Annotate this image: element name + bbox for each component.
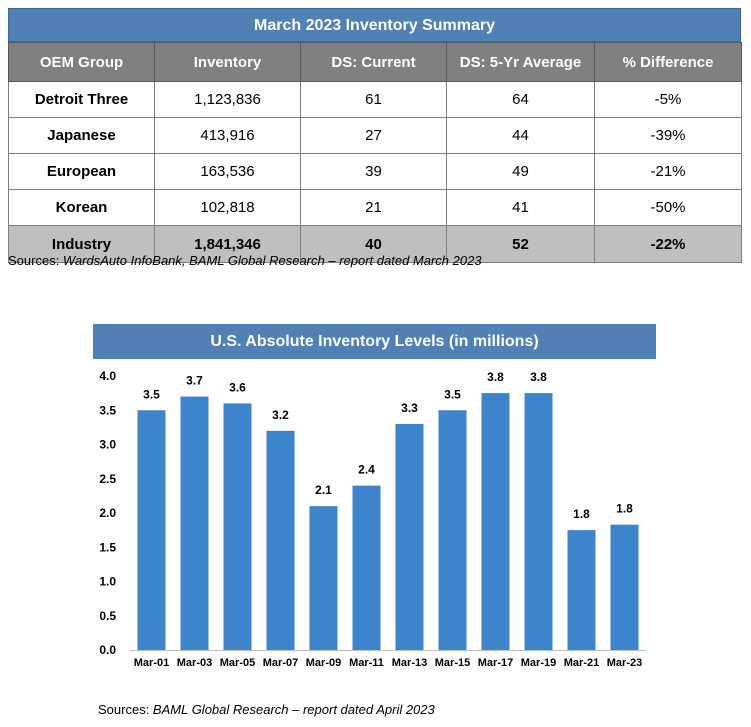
x-tick-label: Mar-09 <box>306 657 341 669</box>
y-tick-label: 0.5 <box>99 609 116 623</box>
table-row: Korean 102,818 21 41 -50% <box>8 189 742 226</box>
cell-oem-group: Japanese <box>8 117 155 154</box>
y-tick-label: 3.5 <box>99 403 116 417</box>
column-header-inventory: Inventory <box>154 42 301 82</box>
y-tick-label: 1.5 <box>99 540 116 554</box>
y-tick-label: 2.5 <box>99 472 116 486</box>
column-header-ds-5yr-average: DS: 5-Yr Average <box>446 42 595 82</box>
bar-mar-15 <box>438 410 467 650</box>
inventory-summary-table: OEM Group Inventory DS: Current DS: 5-Yr… <box>8 42 742 263</box>
bar-mar-07 <box>266 430 295 650</box>
table-row: Detroit Three 1,123,836 61 64 -5% <box>8 81 742 118</box>
bar-mar-01 <box>137 410 166 650</box>
x-tick-label: Mar-21 <box>564 657 599 669</box>
x-tick-label: Mar-03 <box>177 657 212 669</box>
bar-value-label: 1.8 <box>616 502 633 516</box>
bar-mar-11 <box>352 485 381 650</box>
table-source-note: Sources: WardsAuto InfoBank, BAML Global… <box>8 253 482 268</box>
cell-ds-current: 21 <box>300 189 447 226</box>
y-tick-label: 3.0 <box>99 438 116 452</box>
chart-title: U.S. Absolute Inventory Levels (in milli… <box>93 324 656 359</box>
cell-ds-5yr-average: 49 <box>446 153 595 190</box>
cell-ds-5yr-average: 44 <box>446 117 595 154</box>
x-tick-label: Mar-19 <box>521 657 556 669</box>
x-tick-label: Mar-01 <box>134 657 169 669</box>
x-tick-label: Mar-05 <box>220 657 255 669</box>
bar-mar-19 <box>524 393 553 650</box>
cell-ds-current: 61 <box>300 81 447 118</box>
cell-pct-difference: -5% <box>594 81 742 118</box>
y-axis: 0.0 0.5 1.0 1.5 2.0 2.5 3.0 3.5 4.0 <box>99 369 116 657</box>
y-tick-label: 2.0 <box>99 506 116 520</box>
bar-value-label: 2.1 <box>315 483 332 497</box>
cell-inventory: 163,536 <box>154 153 301 190</box>
bar-series <box>137 393 639 650</box>
x-tick-label: Mar-07 <box>263 657 298 669</box>
x-axis: Mar-01 Mar-03 Mar-05 Mar-07 Mar-09 Mar-11 Mar-… <box>130 650 646 669</box>
x-tick-label: Mar-17 <box>478 657 513 669</box>
cell-ds-current: 40 <box>300 225 447 263</box>
x-tick-label: Mar-15 <box>435 657 470 669</box>
bar-value-label: 3.5 <box>444 387 461 401</box>
column-header-oem-group: OEM Group <box>8 42 155 82</box>
x-tick-label: Mar-11 <box>349 657 384 669</box>
bar-value-label: 1.8 <box>573 507 590 521</box>
bar-mar-13 <box>395 423 424 650</box>
cell-inventory: 413,916 <box>154 117 301 154</box>
value-labels: 3.5 3.7 3.6 3.2 2.1 2.4 3.3 3.5 3.8 3.8 1.8 1.8 <box>143 370 633 521</box>
bar-value-label: 3.2 <box>272 408 289 422</box>
table-total-row: Industry 1,841,346 40 52 -22% <box>8 225 742 263</box>
bar-mar-05 <box>223 403 252 650</box>
bar-mar-03 <box>180 396 209 650</box>
y-tick-label: 4.0 <box>99 369 116 383</box>
bar-value-label: 2.4 <box>358 463 375 477</box>
bar-value-label: 3.7 <box>186 374 203 388</box>
cell-ds-current: 39 <box>300 153 447 190</box>
column-header-ds-current: DS: Current <box>300 42 447 82</box>
table-title: March 2023 Inventory Summary <box>8 8 741 42</box>
cell-oem-group: European <box>8 153 155 190</box>
bar-value-label: 3.8 <box>487 370 504 384</box>
source-prefix: Sources: <box>8 253 63 268</box>
bar-mar-23 <box>610 524 639 650</box>
cell-pct-difference: -21% <box>594 153 742 190</box>
cell-pct-difference: -39% <box>594 117 742 154</box>
column-header-pct-difference: % Difference <box>594 42 742 82</box>
bar-mar-17 <box>481 393 510 650</box>
inventory-bar-chart: 0.0 0.5 1.0 1.5 2.0 2.5 3.0 3.5 4.0 3.5 3.7 3.6 3.2… <box>99 369 646 669</box>
cell-ds-current: 27 <box>300 117 447 154</box>
cell-inventory: 102,818 <box>154 189 301 226</box>
inventory-summary-table-container: March 2023 Inventory Summary OEM Group I… <box>8 8 742 263</box>
cell-oem-group: Detroit Three <box>8 81 155 118</box>
x-tick-label: Mar-23 <box>607 657 642 669</box>
cell-pct-difference: -50% <box>594 189 742 226</box>
bar-value-label: 3.3 <box>401 401 418 415</box>
cell-ds-5yr-average: 52 <box>446 225 595 263</box>
chart-source-note: Sources: BAML Global Research – report d… <box>98 702 435 717</box>
bar-value-label: 3.8 <box>530 370 547 384</box>
cell-pct-difference: -22% <box>594 225 742 263</box>
bar-mar-21 <box>567 530 596 650</box>
table-header-row: OEM Group Inventory DS: Current DS: 5-Yr… <box>8 42 742 82</box>
bar-value-label: 3.6 <box>229 380 246 394</box>
bar-value-label: 3.5 <box>143 387 160 401</box>
cell-oem-group: Industry <box>8 225 155 263</box>
source-text: BAML Global Research – report dated Apri… <box>152 702 435 717</box>
cell-ds-5yr-average: 41 <box>446 189 595 226</box>
x-tick-label: Mar-13 <box>392 657 427 669</box>
source-text: WardsAuto InfoBank, BAML Global Research… <box>62 253 482 268</box>
cell-oem-group: Korean <box>8 189 155 226</box>
cell-ds-5yr-average: 64 <box>446 81 595 118</box>
table-row: European 163,536 39 49 -21% <box>8 153 742 190</box>
table-row: Japanese 413,916 27 44 -39% <box>8 117 742 154</box>
bar-mar-09 <box>309 506 338 650</box>
y-tick-label: 0.0 <box>99 643 116 657</box>
cell-inventory: 1,123,836 <box>154 81 301 118</box>
y-tick-label: 1.0 <box>99 575 116 589</box>
source-prefix: Sources: <box>98 702 153 717</box>
